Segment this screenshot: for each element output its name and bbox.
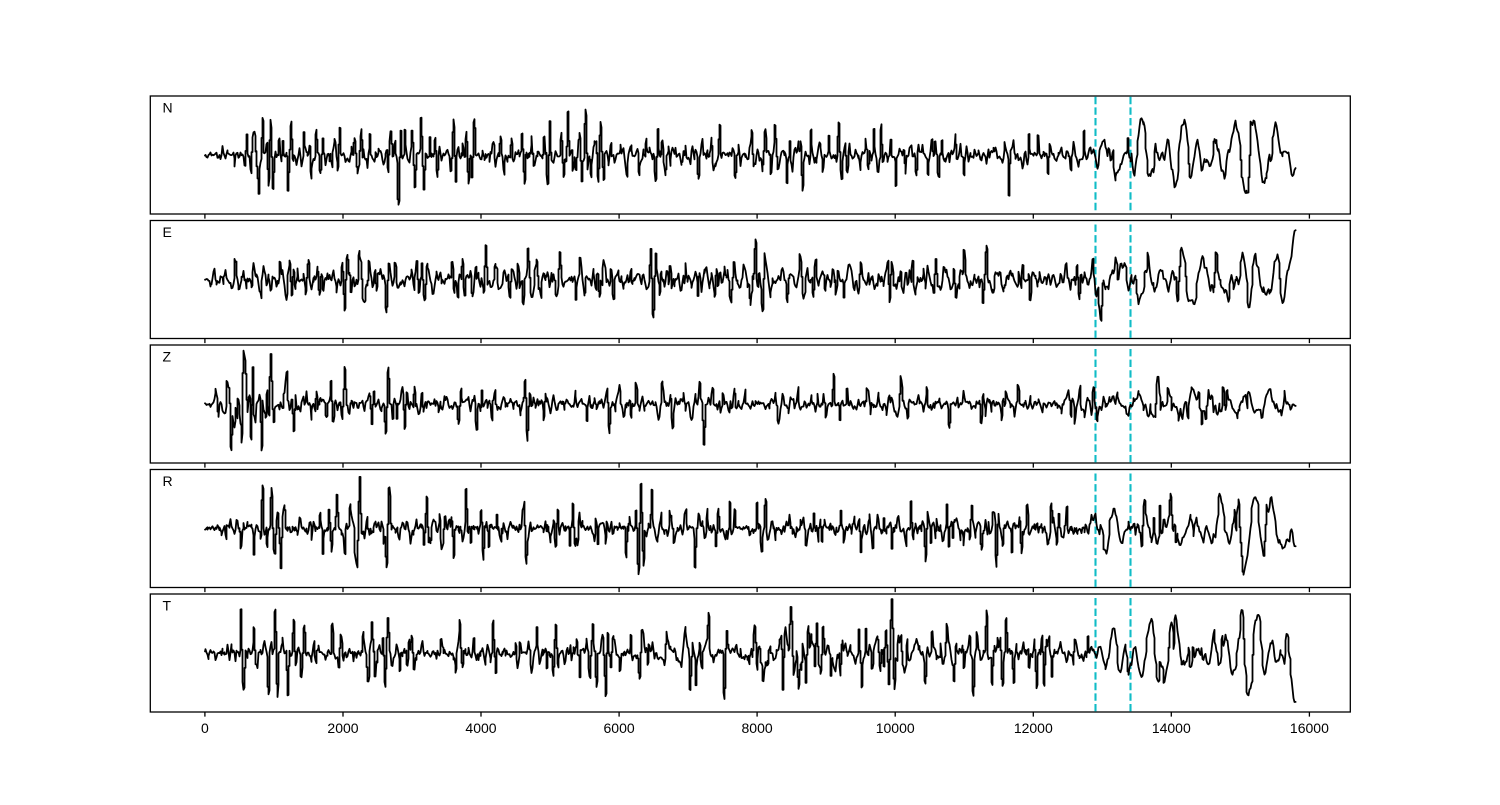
svg-text:6000: 6000 — [604, 720, 635, 736]
svg-text:14000: 14000 — [1152, 720, 1191, 736]
svg-text:E: E — [163, 224, 172, 240]
svg-text:2000: 2000 — [327, 720, 358, 736]
svg-text:10000: 10000 — [876, 720, 915, 736]
svg-text:Z: Z — [163, 348, 172, 364]
svg-text:T: T — [163, 597, 172, 613]
svg-text:4000: 4000 — [465, 720, 496, 736]
svg-text:8000: 8000 — [742, 720, 773, 736]
svg-text:N: N — [163, 99, 173, 115]
svg-text:0: 0 — [201, 720, 209, 736]
svg-text:12000: 12000 — [1014, 720, 1053, 736]
svg-text:16000: 16000 — [1290, 720, 1329, 736]
svg-text:R: R — [163, 473, 173, 489]
